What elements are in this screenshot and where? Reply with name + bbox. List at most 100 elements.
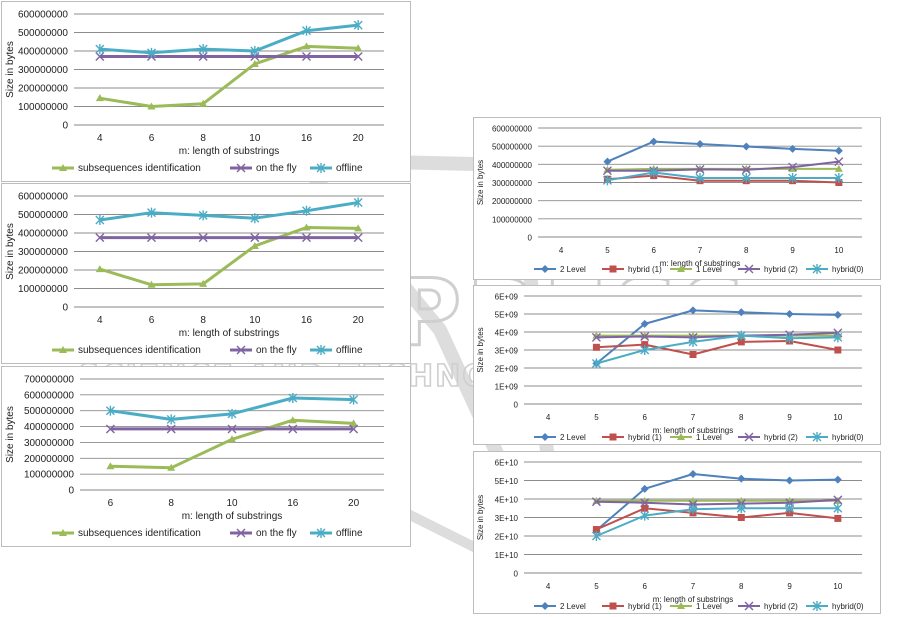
x-tick-label: 8 (200, 133, 206, 144)
data-point (354, 44, 363, 52)
series-line (607, 140, 839, 163)
data-point (591, 332, 601, 342)
series-subsequences-identification (95, 223, 363, 288)
data-point (689, 306, 697, 315)
data-point (834, 172, 844, 183)
data-point (250, 241, 259, 249)
legend-marker (812, 432, 822, 442)
legend-marker (316, 528, 326, 538)
legend-label: offline (336, 163, 363, 174)
y-tick-label: 600000000 (492, 125, 533, 134)
data-point (785, 476, 794, 485)
data-point (688, 504, 698, 515)
y-tick-label: 200000000 (18, 84, 68, 95)
y-axis-title: Size in bytes (476, 160, 485, 205)
x-axis-title: m: length of substrings (179, 146, 280, 157)
legend-label: hybrid (1) (628, 265, 662, 274)
data-point (640, 319, 649, 328)
legend-label: subsequences identification (78, 345, 201, 356)
data-point (288, 424, 298, 434)
y-tick-label: 400000000 (492, 161, 533, 170)
legend-item: hybrid (2) (738, 432, 798, 442)
data-point (166, 424, 176, 434)
x-tick-label: 10 (834, 246, 843, 255)
y-tick-label: 300000000 (18, 65, 68, 76)
data-point (591, 531, 601, 541)
y-tick-label: 0 (62, 303, 68, 314)
x-tick-label: 20 (348, 498, 360, 509)
x-tick-label: 20 (353, 315, 365, 326)
x-tick-label: 6 (642, 413, 647, 422)
x-tick-label: 4 (559, 246, 564, 255)
legend-item: on the fly (230, 345, 297, 356)
legend-item: on the fly (230, 163, 297, 174)
data-point (695, 164, 705, 174)
data-point (788, 162, 798, 172)
data-point (227, 424, 237, 434)
x-tick-label: 10 (833, 582, 842, 591)
legend-item: subsequences identification (52, 528, 201, 539)
legend-marker (812, 264, 822, 274)
legend-marker (236, 528, 246, 538)
series-hybrid-2- (602, 157, 844, 176)
data-point (353, 197, 363, 208)
data-point (349, 424, 359, 434)
legend-marker (677, 602, 685, 609)
legend-label: offline (336, 528, 363, 539)
legend-marker (677, 265, 685, 272)
data-point (353, 20, 363, 31)
y-tick-label: 300000000 (492, 179, 533, 188)
y-axis-title: Size in bytes (476, 495, 485, 540)
data-point (833, 310, 842, 319)
series-hybrid-0- (591, 330, 843, 369)
chart-4-svg: 0 100000000 200000000 300000000 400000000 500… (476, 125, 864, 274)
x-tick-label: 16 (301, 133, 313, 144)
data-point (785, 503, 795, 514)
y-tick-label: 600000000 (18, 192, 68, 203)
legend-label: 1 Level (696, 602, 722, 611)
x-tick-label: 6 (149, 315, 155, 326)
data-point (736, 503, 746, 514)
data-point (227, 408, 237, 419)
y-tick-label: 500000000 (492, 143, 533, 152)
data-point (833, 503, 843, 514)
legend-item: hybrid(0) (806, 432, 864, 442)
data-point (834, 146, 843, 155)
series-2-level (603, 137, 843, 166)
series-2-level (592, 306, 842, 368)
chart-panel-2: 0 100000000 200000000 300000000 400000000 500… (1, 183, 411, 364)
series-on-the-fly (95, 233, 363, 243)
data-point (95, 94, 104, 102)
data-point (785, 310, 794, 318)
y-tick-label: 3E+10 (495, 514, 519, 523)
y-tick-label: 1E+10 (495, 551, 519, 560)
legend-item: 2 Level (534, 433, 586, 442)
legend-marker (59, 529, 67, 536)
y-tick-label: 2E+09 (495, 365, 519, 374)
y-tick-label: 0 (528, 234, 533, 243)
data-point (641, 504, 649, 512)
series-subsequences-identification (95, 42, 363, 110)
legend-marker (236, 163, 246, 173)
data-point (833, 332, 843, 343)
x-axis-title: m: length of substrings (179, 328, 280, 339)
legend-marker (316, 345, 326, 355)
data-point (106, 462, 115, 470)
data-point (250, 59, 259, 67)
series-line (596, 507, 838, 537)
data-point (649, 167, 659, 178)
data-point (198, 210, 208, 221)
x-tick-label: 8 (744, 246, 749, 255)
legend-item: 1 Level (670, 265, 722, 274)
legend-item: 2 Level (534, 602, 586, 611)
data-point (147, 47, 156, 58)
data-point (649, 137, 658, 146)
data-point (302, 233, 311, 243)
data-point (147, 102, 156, 110)
chart-panel-3: 0 100000000 200000000 300000000 400000000 500… (1, 366, 411, 547)
x-axis-title: m: length of substrings (182, 511, 283, 522)
y-tick-label: 5E+10 (495, 477, 519, 486)
series-line (596, 334, 838, 365)
y-tick-label: 0 (68, 486, 74, 497)
legend-marker (316, 163, 326, 173)
